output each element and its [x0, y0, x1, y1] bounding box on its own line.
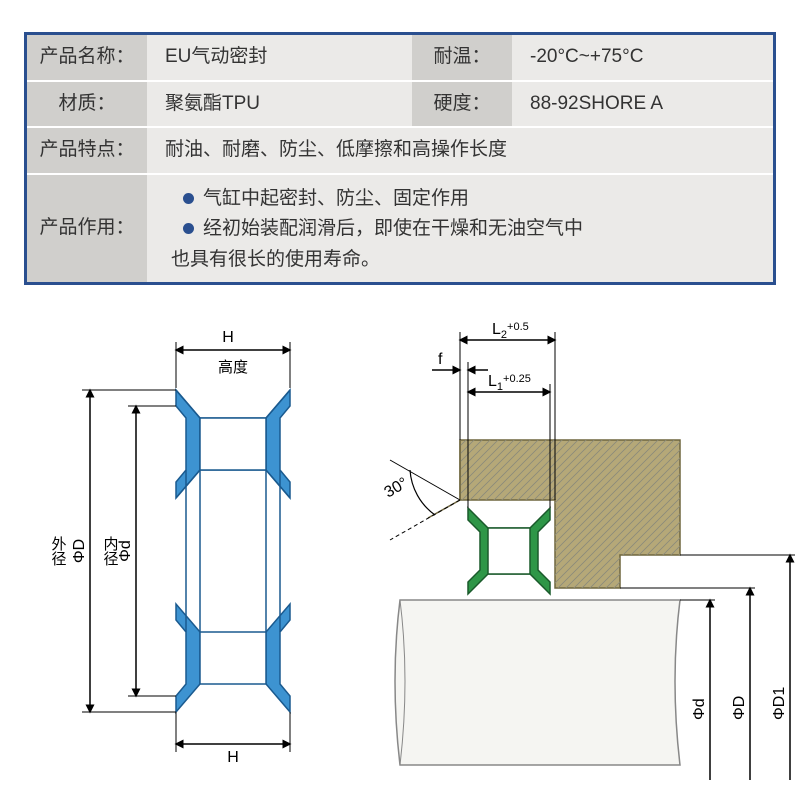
label-phiD: ΦD	[71, 539, 88, 563]
spec-value: 88-92SHORE A	[512, 82, 773, 127]
label-L1: L1+0.25	[488, 373, 531, 393]
label-L2: L2+0.5	[492, 321, 529, 341]
spec-label: 硬度：	[412, 82, 512, 127]
housing	[428, 440, 680, 588]
spec-label: 产品作用：	[27, 175, 147, 283]
spec-value: -20°C~+75°C	[512, 35, 773, 80]
label-height-cn: 高度	[218, 359, 248, 376]
spec-value: 耐油、耐磨、防尘、低摩擦和高操作长度	[147, 128, 773, 173]
spec-label: 产品特点：	[27, 128, 147, 173]
label-phiD-r: ΦD	[731, 696, 748, 720]
label-angle: 30°	[382, 475, 411, 502]
spec-value: EU气动密封	[147, 35, 412, 80]
shaft	[395, 600, 680, 765]
seal-green	[468, 508, 550, 594]
seal-top	[176, 390, 290, 498]
spec-label: 产品名称：	[27, 35, 147, 80]
spec-table: 产品名称：EU气动密封耐温：-20°C~+75°C 材质：聚氨酯TPU硬度：88-…	[24, 32, 776, 285]
right-diagram: L2+0.5 f L1+0.25 30° Φd ΦD ΦD1	[370, 320, 800, 790]
label-inner-cn: 内径	[102, 536, 119, 566]
label-phid: Φd	[117, 540, 134, 562]
diagrams-area: H 高度 外径 内径 ΦD Φd	[0, 320, 800, 800]
label-H-top: H	[222, 329, 234, 346]
label-outer-cn: 外径	[50, 536, 67, 566]
left-diagram: H 高度 外径 内径 ΦD Φd	[28, 320, 358, 770]
spec-label: 材质：	[27, 82, 147, 127]
label-H-bottom: H	[227, 749, 239, 766]
spec-value: 聚氨酯TPU	[147, 82, 412, 127]
spec-value: 气缸中起密封、防尘、固定作用经初始装配润滑后，即使在干燥和无油空气中也具有很长的…	[147, 175, 773, 283]
seal-bottom	[176, 604, 290, 712]
label-phiD1-r: ΦD1	[771, 687, 788, 720]
spec-label: 耐温：	[412, 35, 512, 80]
label-f: f	[438, 351, 443, 368]
label-phid-r: Φd	[691, 698, 708, 720]
